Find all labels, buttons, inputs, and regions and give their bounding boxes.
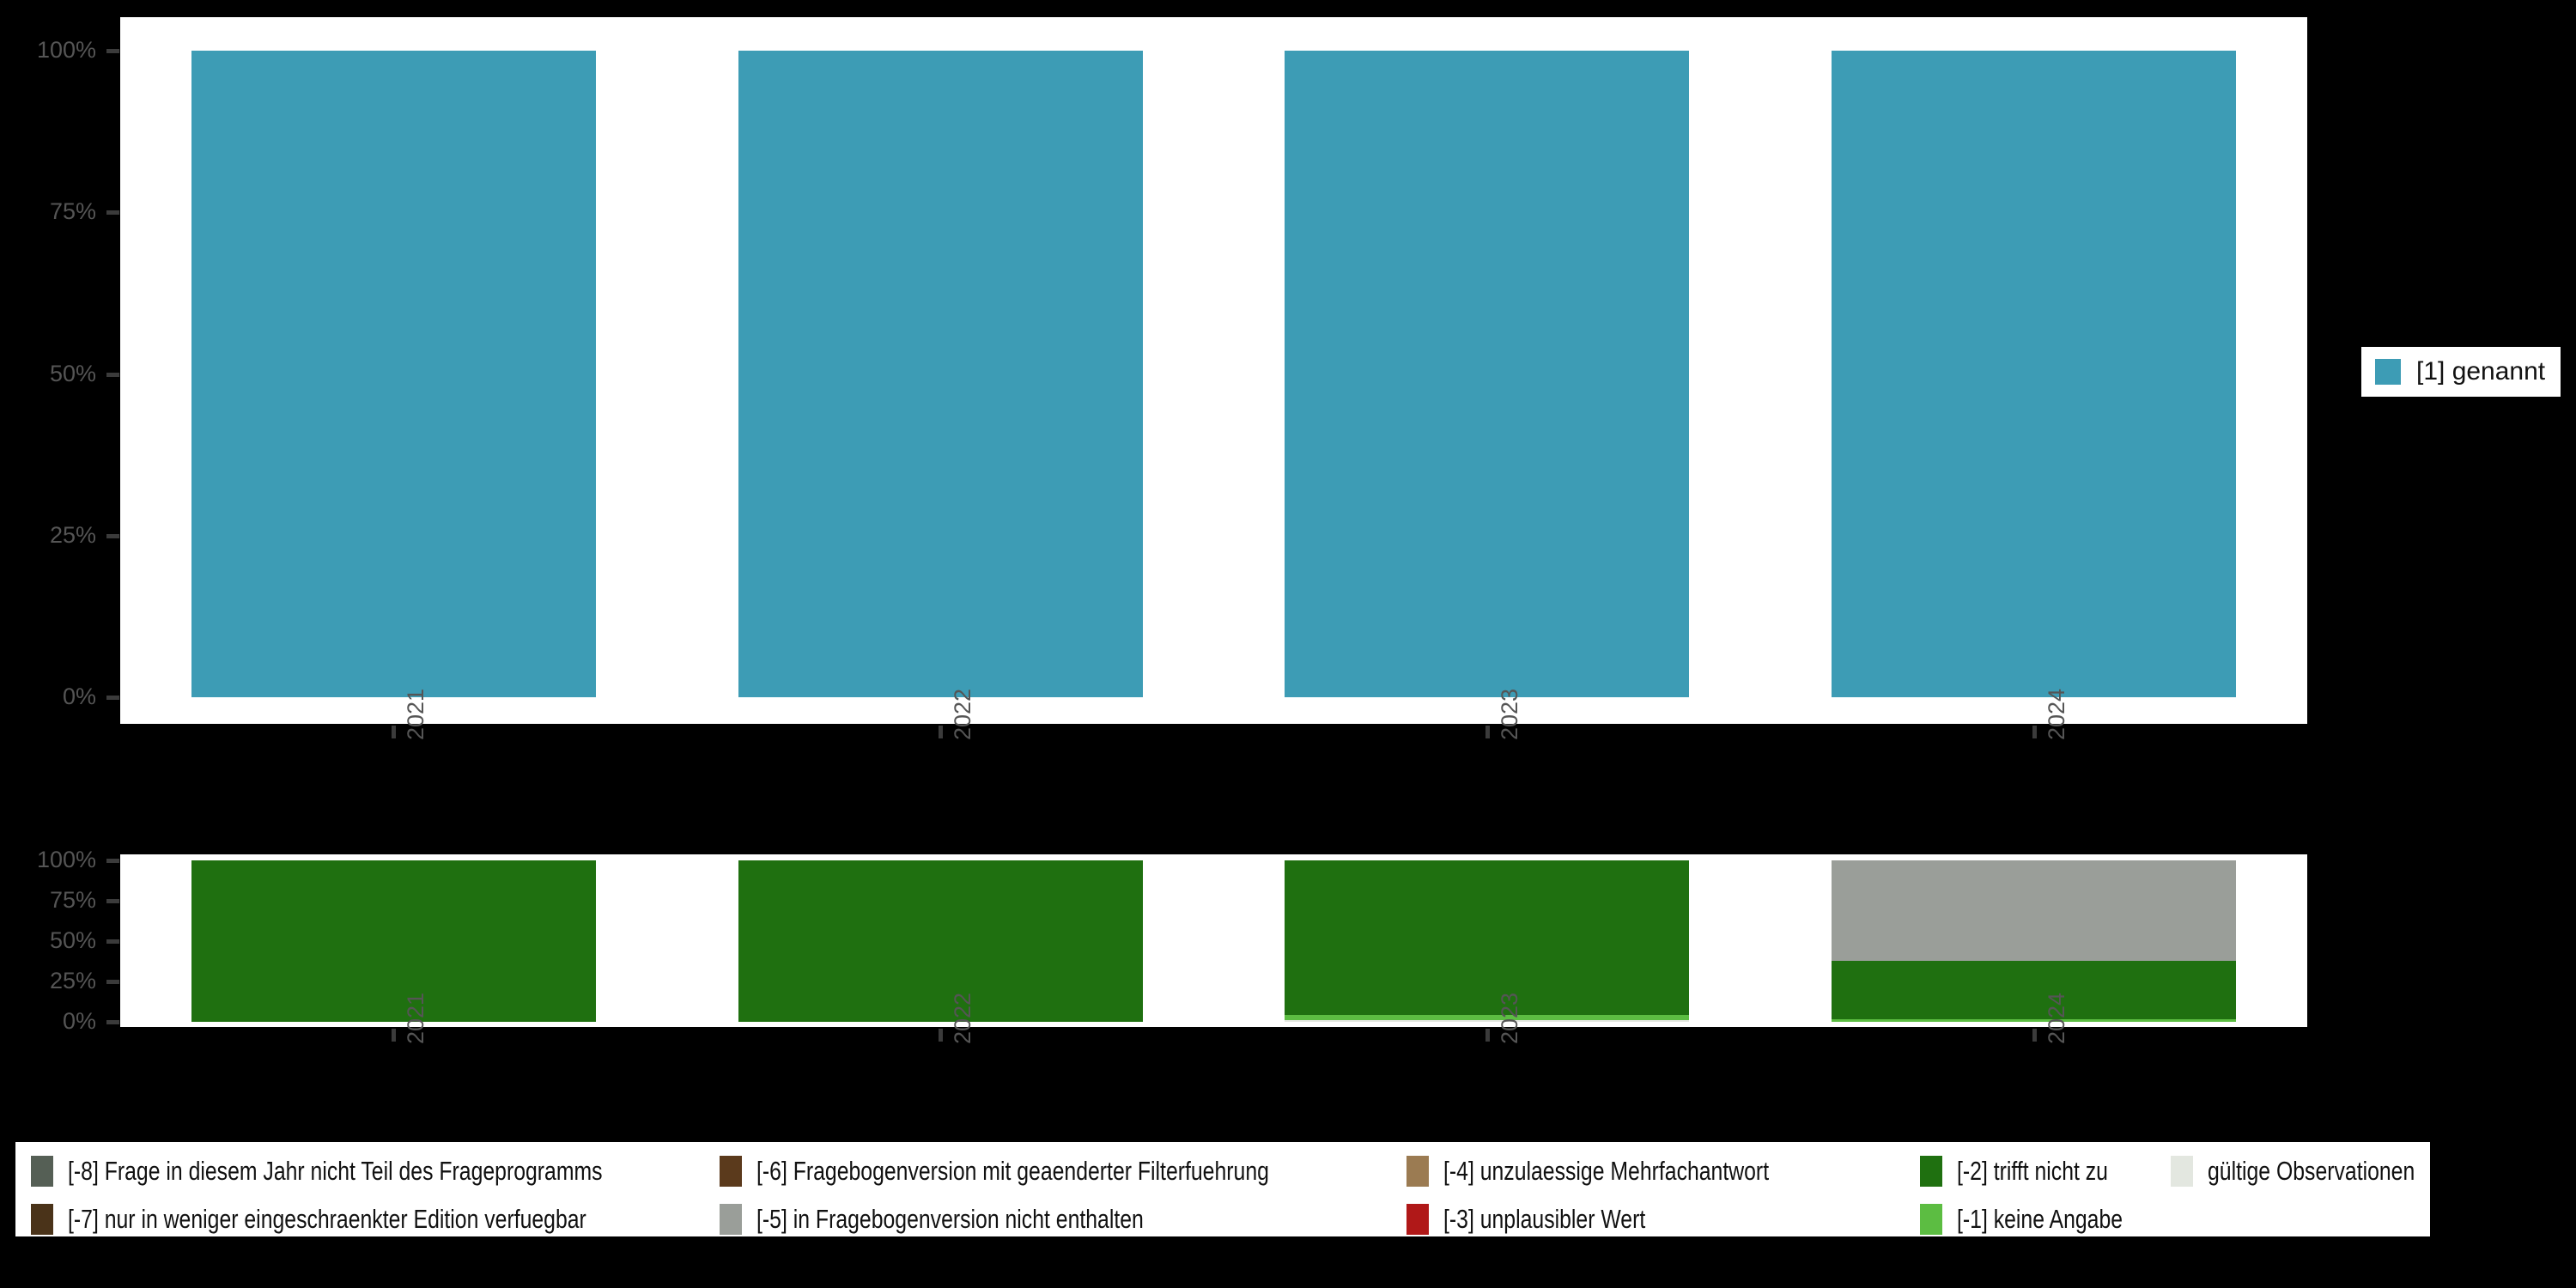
y-tick-label: 100% [36,847,96,872]
bottom-chart-plot-area [120,854,2307,1027]
legend-item: [-5] in Fragebogenversion nicht enthalte… [720,1195,1241,1242]
bar-segment [1285,1019,1690,1022]
y-tick-label: 0% [62,1008,96,1034]
x-tick-mark [1485,726,1490,738]
bar-segment [1832,960,2237,1020]
legend-label: [-4] unzulaessige Mehrfachantwort [1443,1155,1770,1186]
legend-swatch [1406,1203,1429,1235]
x-tick-mark [2032,1029,2037,1042]
bar-segment [738,860,1143,1022]
bar-2024 [1832,51,2237,697]
y-tick-mark [106,533,119,538]
y-tick-mark [106,372,119,377]
x-tick-label: 2021 [403,992,429,1044]
legend-swatch [31,1203,53,1235]
legend-swatch [2171,1155,2193,1187]
x-tick-mark [2032,726,2037,738]
legend-item: [-6] Fragebogenversion mit geaenderter F… [720,1147,1397,1194]
x-tick-mark [1485,1029,1490,1042]
x-tick-label: 2024 [2043,992,2069,1044]
y-tick-mark [106,49,119,53]
bar-segment [191,51,596,697]
legend-label: [-5] in Fragebogenversion nicht enthalte… [756,1203,1144,1234]
bar-segment [1285,1014,1690,1020]
legend-swatch [720,1203,742,1235]
y-tick-mark [106,859,119,863]
bar-segment [738,51,1143,697]
legend-item: gültige Observationen [2171,1147,2467,1194]
x-tick-label: 2023 [1496,992,1522,1044]
top-chart-plot-area [120,17,2307,724]
legend-label: [-7] nur in weniger eingeschraenkter Edi… [68,1203,586,1234]
bar-2023 [1285,860,1690,1022]
y-tick-mark [106,1020,119,1024]
legend-bottom: [-8] Frage in diesem Jahr nicht Teil des… [15,1142,2430,1236]
bar-segment [1285,51,1690,697]
y-tick-label: 25% [49,521,96,548]
legend-swatch [31,1155,53,1187]
legend-swatch-genannt [2375,359,2401,385]
legend-right: [1] genannt [2361,347,2561,397]
bar-2023 [1285,51,1690,697]
legend-label: [-3] unplausibler Wert [1443,1203,1646,1234]
x-tick-mark [939,726,944,738]
y-tick-mark [106,210,119,216]
legend-item: [-2] trifft nicht zu [1920,1147,2146,1194]
x-tick-mark [939,1029,944,1042]
bar-2022 [738,51,1143,697]
legend-item: [-1] keine Angabe [1920,1195,2164,1242]
y-tick-label: 100% [36,37,96,63]
legend-label: gültige Observationen [2208,1155,2415,1186]
bar-segment [1832,860,2237,961]
bar-2022 [738,860,1143,1022]
legend-label: [-1] keine Angabe [1957,1203,2123,1234]
y-tick-label: 75% [49,887,96,913]
y-tick-mark [106,939,119,944]
y-tick-label: 50% [49,360,96,386]
x-tick-label: 2022 [950,992,976,1044]
legend-swatch [1406,1155,1429,1187]
bar-2024 [1832,860,2237,1022]
y-tick-label: 50% [49,927,96,953]
bar-2021 [191,860,596,1022]
bar-2021 [191,51,596,697]
legend-label: [-6] Fragebogenversion mit geaenderter F… [756,1155,1269,1186]
y-tick-mark [106,899,119,903]
legend-swatch [1920,1155,1942,1187]
y-tick-label: 25% [49,968,96,993]
legend-label-genannt: [1] genannt [2416,357,2546,386]
y-tick-mark [106,980,119,984]
legend-swatch [720,1155,742,1187]
legend-label: [-8] Frage in diesem Jahr nicht Teil des… [68,1155,603,1186]
bar-segment [191,860,596,1022]
legend-label: [-2] trifft nicht zu [1957,1155,2108,1186]
legend-item: [-4] unzulaessige Mehrfachantwort [1406,1147,1850,1194]
legend-item: [-3] unplausibler Wert [1406,1195,1696,1242]
y-tick-label: 0% [62,683,96,709]
y-tick-mark [106,696,119,700]
bar-segment [1832,1019,2237,1022]
legend-item: [-8] Frage in diesem Jahr nicht Teil des… [31,1147,736,1194]
legend-item: [-7] nur in weniger eingeschraenkter Edi… [31,1195,716,1242]
bar-segment [1832,51,2237,697]
x-tick-mark [392,1029,397,1042]
legend-swatch [1920,1203,1942,1235]
legend-bottom-row-1: [-8] Frage in diesem Jahr nicht Teil des… [15,1147,2430,1194]
y-tick-label: 75% [49,198,96,225]
legend-bottom-row-2: [-7] nur in weniger eingeschraenkter Edi… [15,1195,2430,1242]
bar-segment [1285,860,1690,1015]
x-tick-mark [392,726,397,738]
